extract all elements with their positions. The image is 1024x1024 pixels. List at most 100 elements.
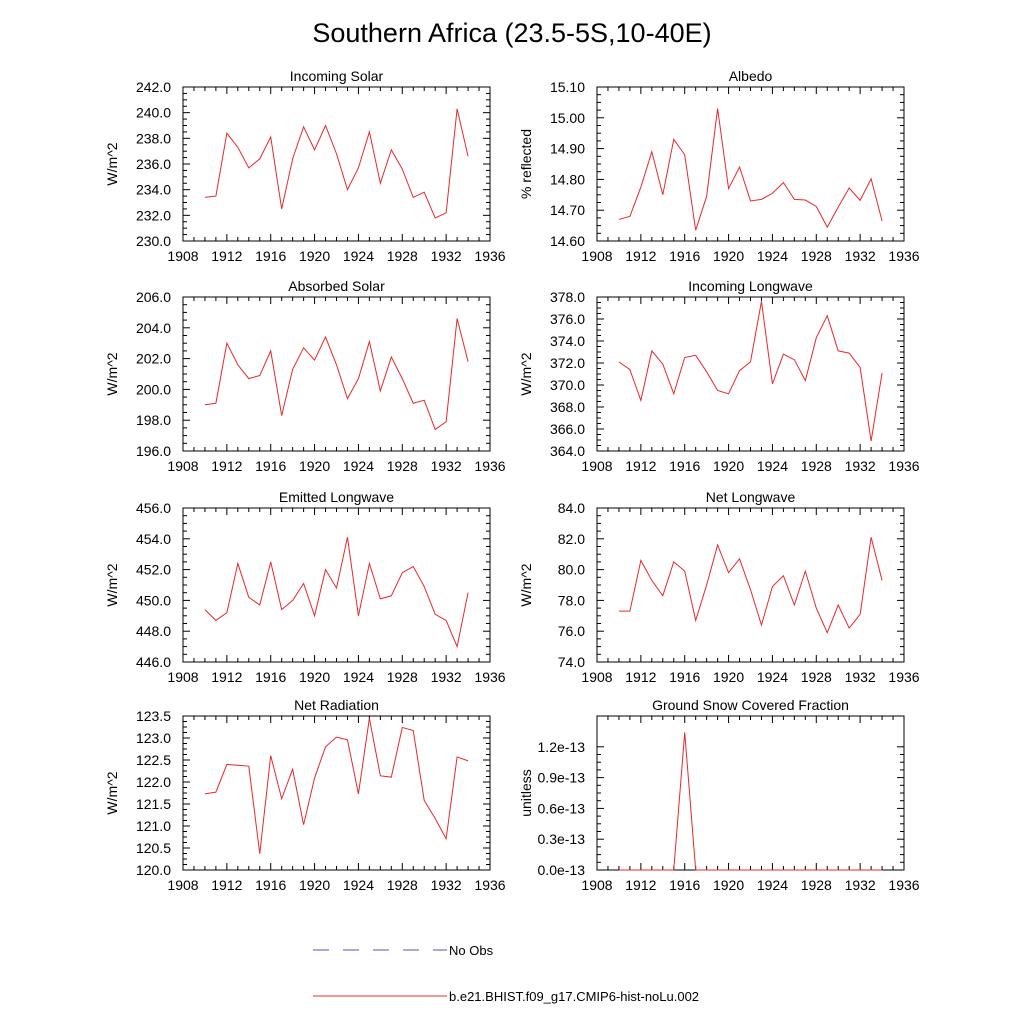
x-tick-label: 1928 xyxy=(387,877,418,893)
y-axis-label: W/m^2 xyxy=(518,563,534,606)
x-tick-label: 1908 xyxy=(581,669,612,685)
x-tick-label: 1920 xyxy=(299,877,330,893)
x-tick-label: 1932 xyxy=(845,877,876,893)
y-tick-label: 15.10 xyxy=(550,79,585,95)
x-tick-label: 1916 xyxy=(669,877,700,893)
x-tick-label: 1912 xyxy=(625,248,656,264)
chart-panel-6: Net Longwave W/m^2 1908 1912 1916 1920 1924 192… xyxy=(518,489,920,685)
x-tick-label: 1916 xyxy=(669,458,700,474)
y-tick-label: 366.0 xyxy=(550,421,585,437)
x-tick-label: 1924 xyxy=(757,458,788,474)
x-tick-label: 1932 xyxy=(845,669,876,685)
y-tick-label: 122.0 xyxy=(136,774,171,790)
y-tick-label: 78.0 xyxy=(558,592,585,608)
x-tick-label: 1908 xyxy=(167,458,198,474)
x-tick-label: 1916 xyxy=(255,669,286,685)
x-tick-label: 1936 xyxy=(888,877,919,893)
x-tick-label: 1920 xyxy=(713,458,744,474)
y-tick-label: 368.0 xyxy=(550,399,585,415)
panel-title: Net Radiation xyxy=(294,697,379,713)
x-tick-label: 1916 xyxy=(669,248,700,264)
y-tick-label: 80.0 xyxy=(558,562,585,578)
x-tick-label: 1920 xyxy=(713,877,744,893)
series-line-1 xyxy=(618,732,883,871)
x-tick-label: 1936 xyxy=(888,669,919,685)
y-tick-label: 370.0 xyxy=(550,377,585,393)
x-tick-label: 1928 xyxy=(801,877,832,893)
panel-title: Ground Snow Covered Fraction xyxy=(652,697,849,713)
y-tick-label: 0.3e-13 xyxy=(538,831,586,847)
plot-frame xyxy=(182,296,491,452)
x-tick-label: 1932 xyxy=(431,877,462,893)
y-axis-label: W/m^2 xyxy=(104,563,120,606)
chart-panel-8: Ground Snow Covered Fraction unitless 1908… xyxy=(518,697,920,893)
x-tick-label: 1924 xyxy=(757,669,788,685)
panel-title: Absorbed Solar xyxy=(288,278,385,294)
series-line-1 xyxy=(204,718,469,854)
x-tick-label: 1916 xyxy=(255,877,286,893)
chart-panel-3: Absorbed Solar W/m^2 1908 1912 1916 1920 1924 1… xyxy=(104,278,506,474)
y-tick-label: 0.9e-13 xyxy=(538,770,586,786)
x-tick-label: 1928 xyxy=(801,248,832,264)
x-tick-label: 1936 xyxy=(474,877,505,893)
chart-panels: Incoming Solar W/m^2 1908 1912 1916 1920 1924 1… xyxy=(104,68,920,893)
y-tick-label: 378.0 xyxy=(550,289,585,305)
chart-panel-2: Albedo % reflected 1908 1912 1916 1920 1924 192… xyxy=(518,68,920,264)
plot-frame xyxy=(596,296,905,452)
y-axis-label: W/m^2 xyxy=(104,142,120,185)
x-tick-label: 1932 xyxy=(431,248,462,264)
x-tick-label: 1928 xyxy=(801,669,832,685)
x-tick-label: 1936 xyxy=(888,458,919,474)
x-tick-label: 1920 xyxy=(713,669,744,685)
y-tick-label: 84.0 xyxy=(558,500,585,516)
y-tick-label: 230.0 xyxy=(136,233,171,249)
series-line-1 xyxy=(204,108,469,219)
y-tick-label: 242.0 xyxy=(136,79,171,95)
y-tick-label: 14.70 xyxy=(550,202,585,218)
chart-panel-7: Net Radiation W/m^2 1908 1912 1916 1920 1924 19… xyxy=(104,697,506,893)
y-tick-label: 372.0 xyxy=(550,355,585,371)
x-tick-label: 1912 xyxy=(211,248,242,264)
x-tick-label: 1932 xyxy=(845,458,876,474)
y-tick-label: 123.5 xyxy=(136,708,171,724)
plot-frame xyxy=(182,86,491,242)
x-tick-label: 1936 xyxy=(474,248,505,264)
x-tick-label: 1928 xyxy=(801,458,832,474)
y-tick-label: 122.5 xyxy=(136,752,171,768)
y-tick-label: 232.0 xyxy=(136,207,171,223)
x-tick-label: 1932 xyxy=(845,248,876,264)
x-tick-label: 1908 xyxy=(581,458,612,474)
plot-frame xyxy=(182,507,491,663)
y-tick-label: 14.80 xyxy=(550,171,585,187)
y-axis-label: % reflected xyxy=(518,129,534,199)
y-tick-label: 196.0 xyxy=(136,443,171,459)
chart-panel-5: Emitted Longwave W/m^2 1908 1912 1916 1920 192… xyxy=(104,489,506,685)
y-tick-label: 120.5 xyxy=(136,840,171,856)
x-tick-label: 1912 xyxy=(625,877,656,893)
x-tick-label: 1916 xyxy=(255,458,286,474)
series-line-1 xyxy=(618,537,883,635)
panel-title: Emitted Longwave xyxy=(279,489,394,505)
panel-title: Albedo xyxy=(729,68,773,84)
y-axis-label: W/m^2 xyxy=(104,352,120,395)
y-tick-label: 121.0 xyxy=(136,818,171,834)
x-tick-label: 1920 xyxy=(713,248,744,264)
y-tick-label: 202.0 xyxy=(136,351,171,367)
y-tick-label: 120.0 xyxy=(136,862,171,878)
y-tick-label: 14.90 xyxy=(550,141,585,157)
y-tick-label: 121.5 xyxy=(136,796,171,812)
y-tick-label: 206.0 xyxy=(136,289,171,305)
y-tick-label: 14.60 xyxy=(550,233,585,249)
y-tick-label: 74.0 xyxy=(558,654,585,670)
chart-panel-4: Incoming Longwave W/m^2 1908 1912 1916 1920 19… xyxy=(518,278,920,474)
y-tick-label: 82.0 xyxy=(558,531,585,547)
x-tick-label: 1912 xyxy=(625,669,656,685)
x-tick-label: 1928 xyxy=(387,248,418,264)
legend-label-no-obs: No Obs xyxy=(449,943,494,958)
x-tick-label: 1924 xyxy=(757,248,788,264)
y-tick-label: 452.0 xyxy=(136,562,171,578)
y-tick-label: 454.0 xyxy=(136,531,171,547)
x-tick-label: 1908 xyxy=(167,669,198,685)
y-tick-label: 1.2e-13 xyxy=(538,739,586,755)
